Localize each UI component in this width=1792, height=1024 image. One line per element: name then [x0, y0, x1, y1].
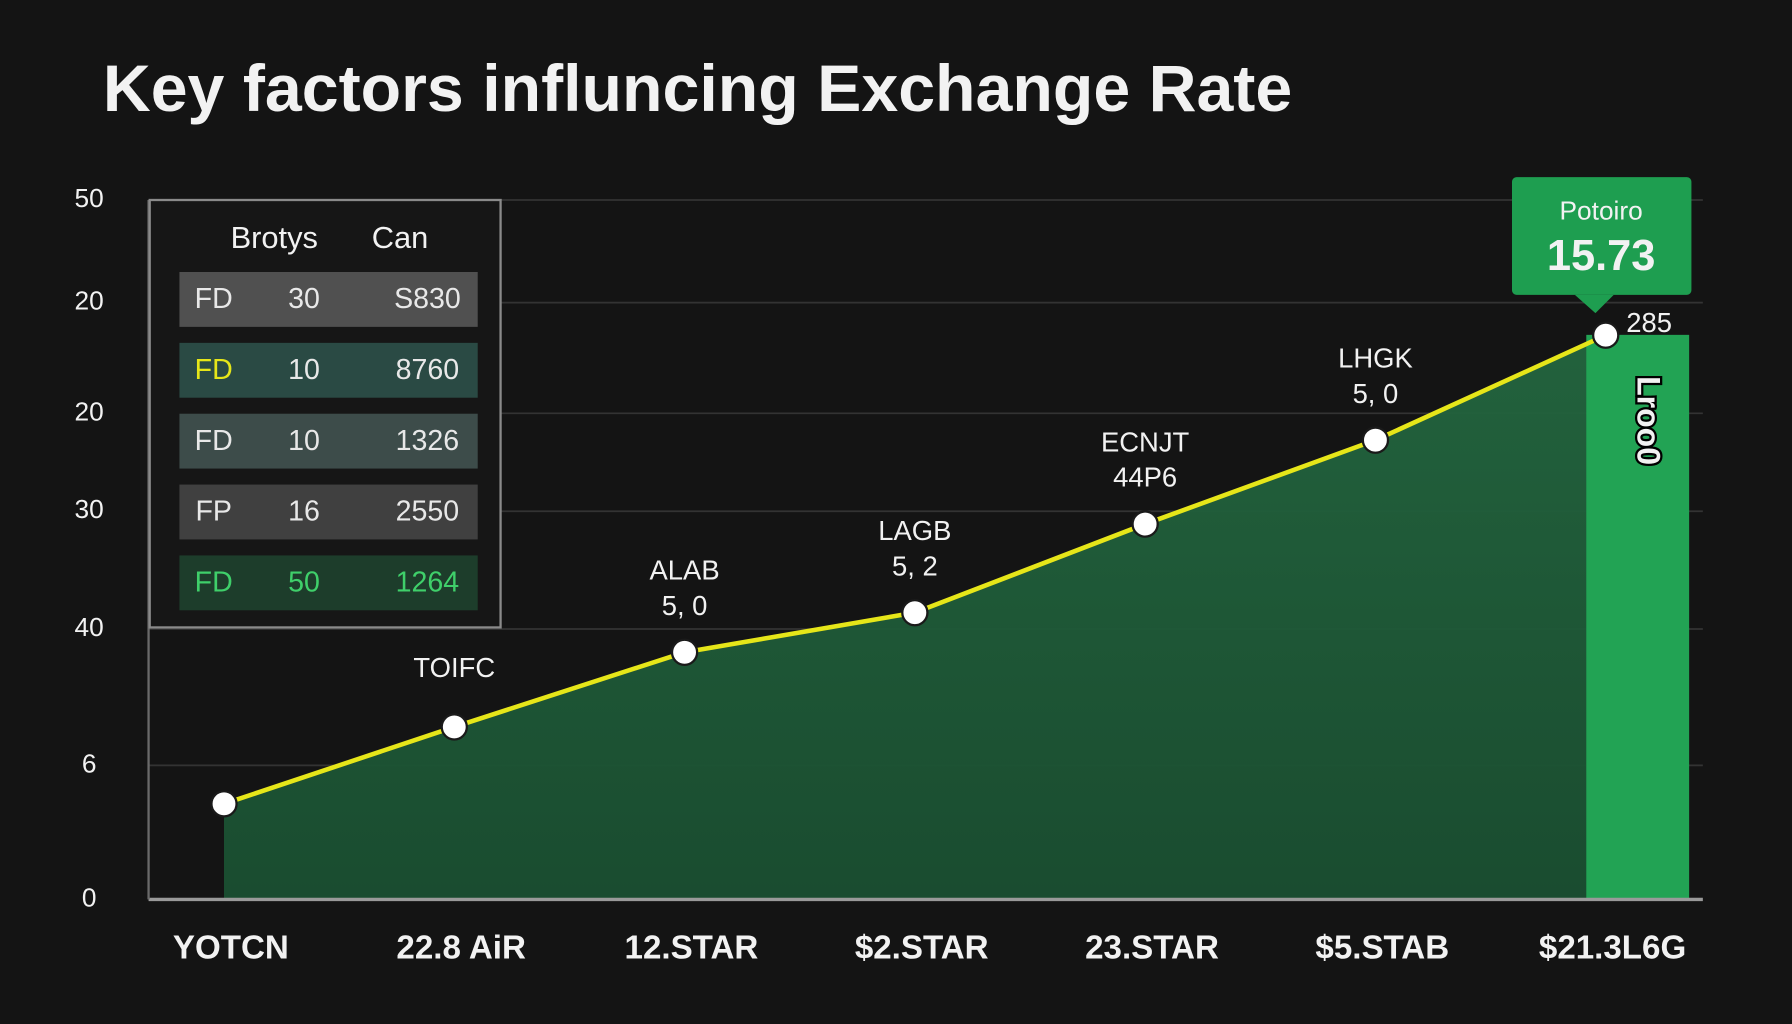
point-label: ALAB: [650, 555, 720, 586]
point-sublabel: 285: [1626, 307, 1672, 338]
callout-pointer: [1574, 294, 1614, 314]
callout-title: Potoiro: [1560, 196, 1643, 226]
point-sublabel: 44P6: [1113, 462, 1177, 493]
x-tick-label: $2.STAR: [855, 929, 989, 966]
callout-box: [1512, 177, 1692, 295]
table-row: [179, 413, 478, 469]
point: [440, 713, 468, 741]
point: [1131, 510, 1159, 538]
y-tick-label: 30: [75, 494, 104, 524]
table-cell: S830: [394, 283, 461, 315]
point-sublabel: 5, 0: [1353, 378, 1399, 409]
point-label: LHGK: [1338, 342, 1413, 373]
x-tick-label: 23.STAR: [1085, 929, 1219, 966]
table-cell: 50: [288, 567, 320, 599]
table-cell: 1264: [396, 567, 460, 599]
table-cell: 16: [288, 496, 320, 528]
y-tick-label: 40: [75, 612, 104, 642]
highlight-bar: [1586, 334, 1690, 900]
marks: TOIFC ALAB 5, 0 LAGB 5, 2 ECNJT 44P6 LHGK 5, 0 28…: [173, 307, 1686, 966]
y-tick-label: 6: [82, 748, 97, 778]
table-cell: FD: [195, 354, 233, 386]
point: [901, 598, 929, 627]
table-cell: 30: [288, 283, 320, 315]
table-cell: FD: [195, 425, 233, 457]
x-tick-label: $5.STAB: [1315, 929, 1449, 966]
table-cell: FP: [195, 496, 232, 528]
table-rows: FD 30 S830 FD 10 8760 FD 10 1326 FP 16 2550 FD 50 1264: [179, 272, 478, 611]
point: [670, 638, 699, 667]
table-cell: FD: [195, 567, 233, 599]
y-tick-label: 20: [75, 286, 104, 316]
x-tick-label: 22.8 AiR: [396, 929, 526, 966]
table-row: [179, 342, 478, 398]
table-cell: 10: [288, 425, 320, 457]
y-tick-label: 0: [82, 882, 97, 912]
point-label: LAGB: [878, 515, 951, 546]
table-cell: 2550: [396, 496, 460, 528]
point-sublabel: 5, 0: [662, 590, 708, 621]
point-label: TOIFC: [413, 652, 495, 683]
x-tick-label: YOTCN: [173, 929, 289, 966]
point-label: ECNJT: [1101, 426, 1190, 457]
table-row: [179, 484, 478, 540]
point: [1361, 426, 1390, 454]
side-label: Lroo0: [1630, 376, 1666, 465]
point-sublabel: 5, 2: [892, 550, 938, 581]
table-header: Brotys: [231, 220, 318, 255]
table-header: Can: [372, 220, 429, 255]
x-tick-label: 12.STAR: [625, 929, 759, 966]
table-cell: FD: [195, 283, 233, 315]
chart-title: Key factors influncing Exchange Rate: [103, 52, 1292, 126]
x-tick-label: $21.3L6G: [1539, 929, 1686, 966]
y-tick-label: 50: [75, 183, 104, 213]
point: [1591, 321, 1620, 349]
y-tick-label: 20: [75, 396, 104, 426]
point: [210, 790, 238, 818]
table-row: [179, 272, 478, 327]
table-cell: 1326: [396, 425, 460, 457]
table-row: [179, 555, 478, 611]
table-cell: 10: [288, 354, 320, 386]
table-cell: 8760: [396, 354, 460, 386]
callout-value: 15.73: [1547, 232, 1656, 280]
